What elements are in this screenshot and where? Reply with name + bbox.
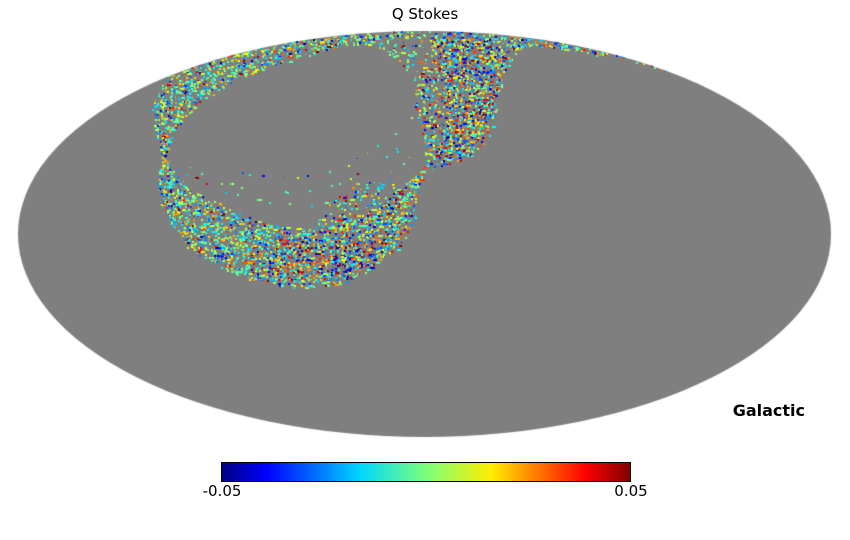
- figure-title: Q Stokes: [391, 5, 459, 23]
- colorbar: [221, 462, 631, 482]
- colorbar-max-label: 0.05: [614, 482, 648, 500]
- colorbar-gradient: [222, 463, 630, 481]
- coordinate-system-label: Galactic: [732, 401, 805, 420]
- colorbar-min-label: -0.05: [202, 482, 242, 500]
